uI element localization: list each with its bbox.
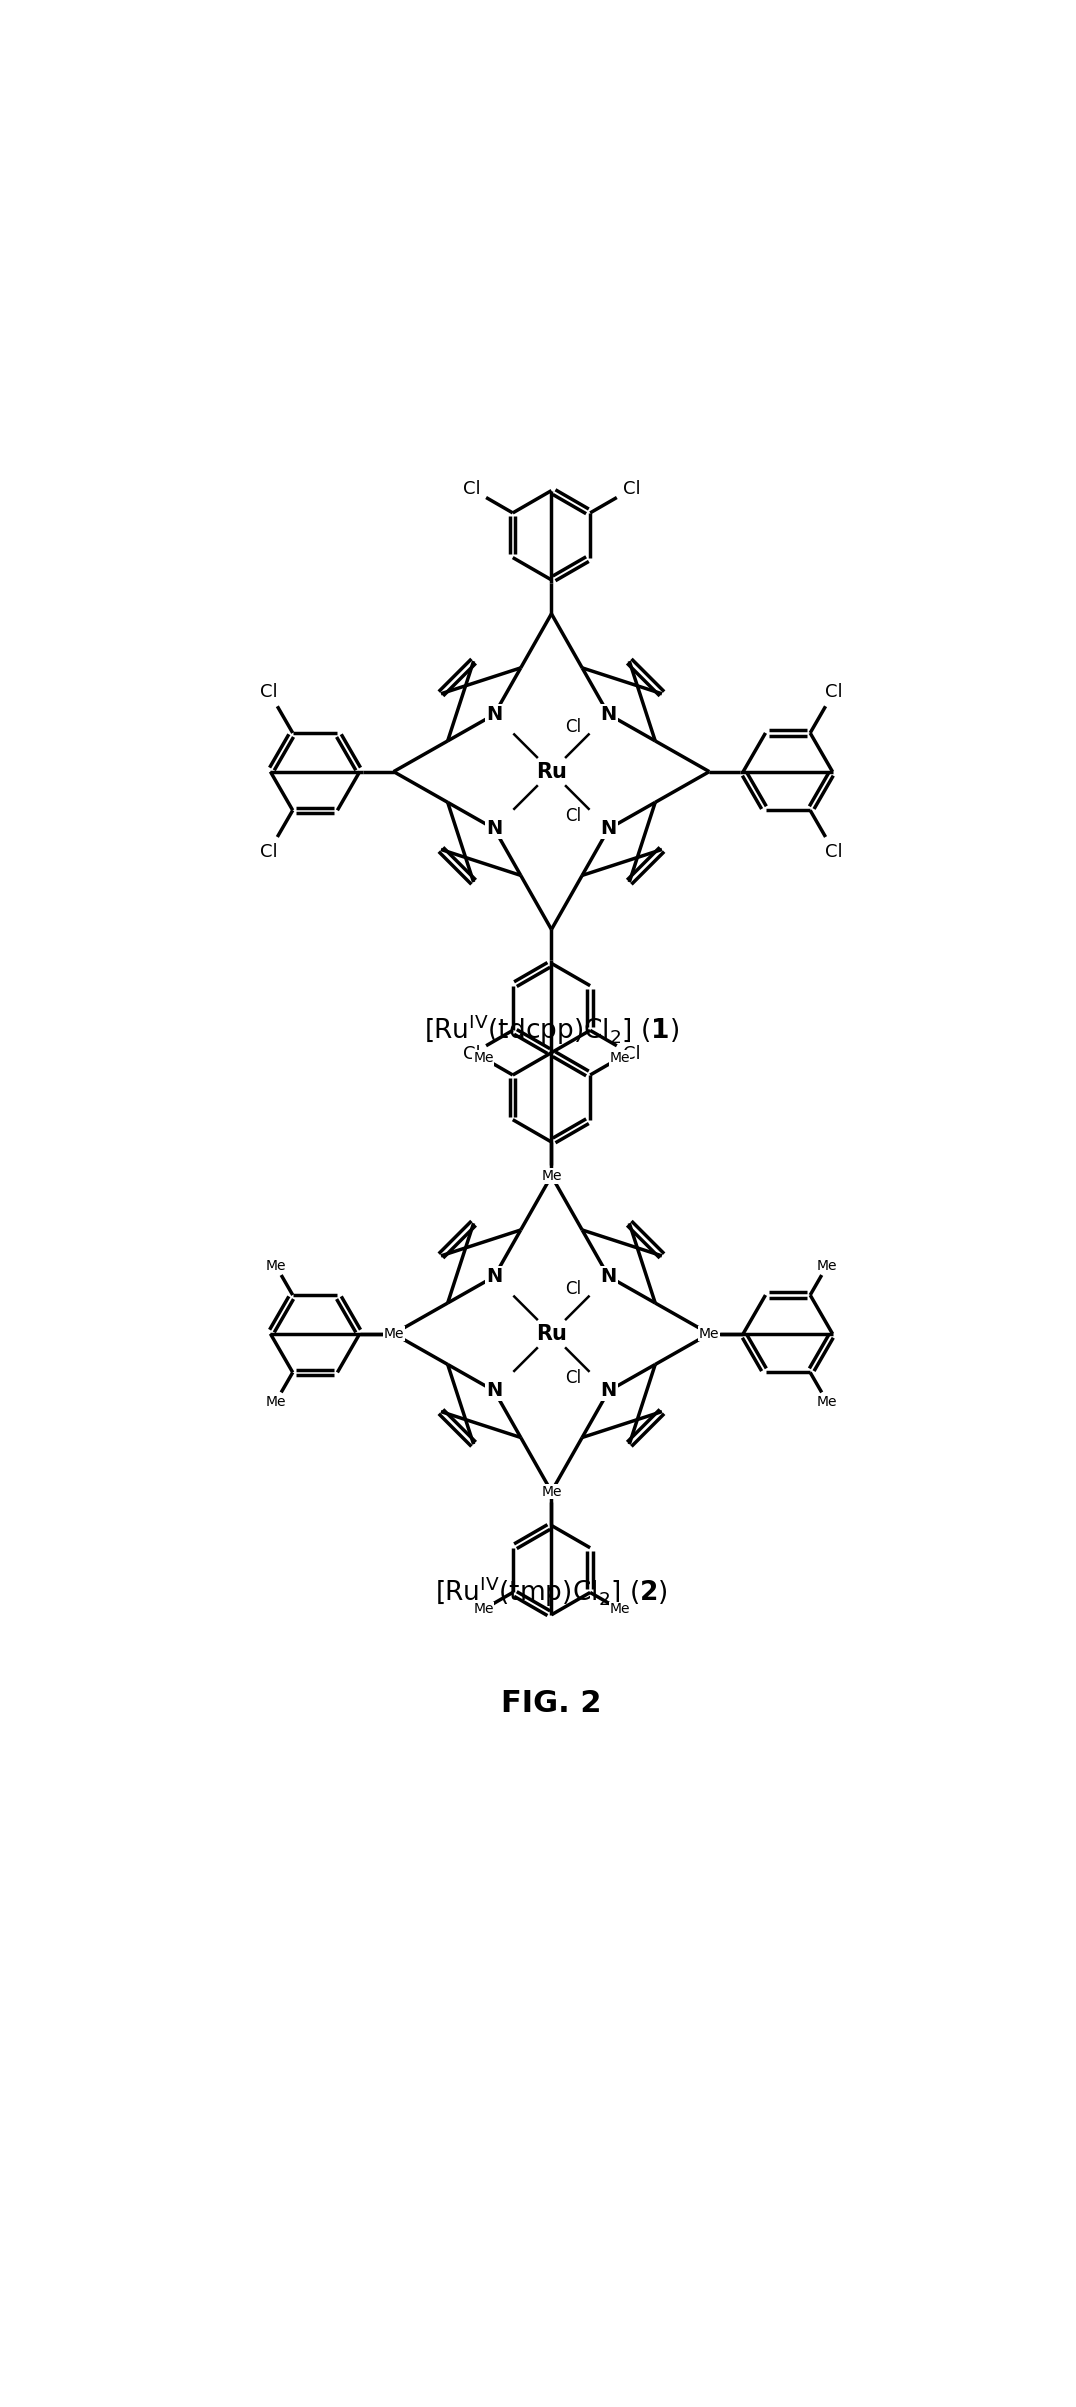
- Text: N: N: [600, 705, 617, 725]
- Text: [Ru$^{\mathrm{IV}}$(tmp)Cl$_2$] ($\mathbf{2}$): [Ru$^{\mathrm{IV}}$(tmp)Cl$_2$] ($\mathb…: [435, 1574, 668, 1608]
- Text: [Ru$^{\mathrm{IV}}$(tdcpp)Cl$_2$] ($\mathbf{1}$): [Ru$^{\mathrm{IV}}$(tdcpp)Cl$_2$] ($\mat…: [424, 1013, 679, 1047]
- Text: Me: Me: [699, 1326, 720, 1341]
- Text: Me: Me: [473, 1052, 494, 1064]
- Text: N: N: [600, 818, 617, 838]
- Text: Me: Me: [473, 1603, 494, 1618]
- Text: Cl: Cl: [565, 1370, 581, 1386]
- Text: Cl: Cl: [565, 806, 581, 826]
- Text: Cl: Cl: [623, 1045, 640, 1064]
- Text: Cl: Cl: [463, 1045, 480, 1064]
- Text: Cl: Cl: [260, 684, 278, 700]
- Text: N: N: [486, 705, 502, 725]
- Text: N: N: [600, 1266, 617, 1285]
- Text: Cl: Cl: [565, 1281, 581, 1297]
- Text: Me: Me: [266, 1394, 286, 1408]
- Text: Ru: Ru: [536, 761, 567, 782]
- Text: N: N: [600, 1382, 617, 1401]
- Text: Me: Me: [383, 1326, 404, 1341]
- Text: Cl: Cl: [825, 842, 843, 862]
- Text: N: N: [486, 1266, 502, 1285]
- Text: Cl: Cl: [463, 479, 480, 498]
- Text: Me: Me: [266, 1259, 286, 1273]
- Text: Me: Me: [541, 1485, 562, 1500]
- Text: Me: Me: [817, 1394, 837, 1408]
- Text: Cl: Cl: [565, 717, 581, 737]
- Text: Me: Me: [609, 1052, 629, 1064]
- Text: Cl: Cl: [623, 479, 640, 498]
- Text: N: N: [486, 1382, 502, 1401]
- Text: Me: Me: [541, 1170, 562, 1182]
- Text: Cl: Cl: [825, 684, 843, 700]
- Text: Ru: Ru: [536, 1324, 567, 1343]
- Text: FIG. 2: FIG. 2: [501, 1690, 601, 1719]
- Text: Me: Me: [817, 1259, 837, 1273]
- Text: Cl: Cl: [260, 842, 278, 862]
- Text: Me: Me: [609, 1603, 629, 1618]
- Text: N: N: [486, 818, 502, 838]
